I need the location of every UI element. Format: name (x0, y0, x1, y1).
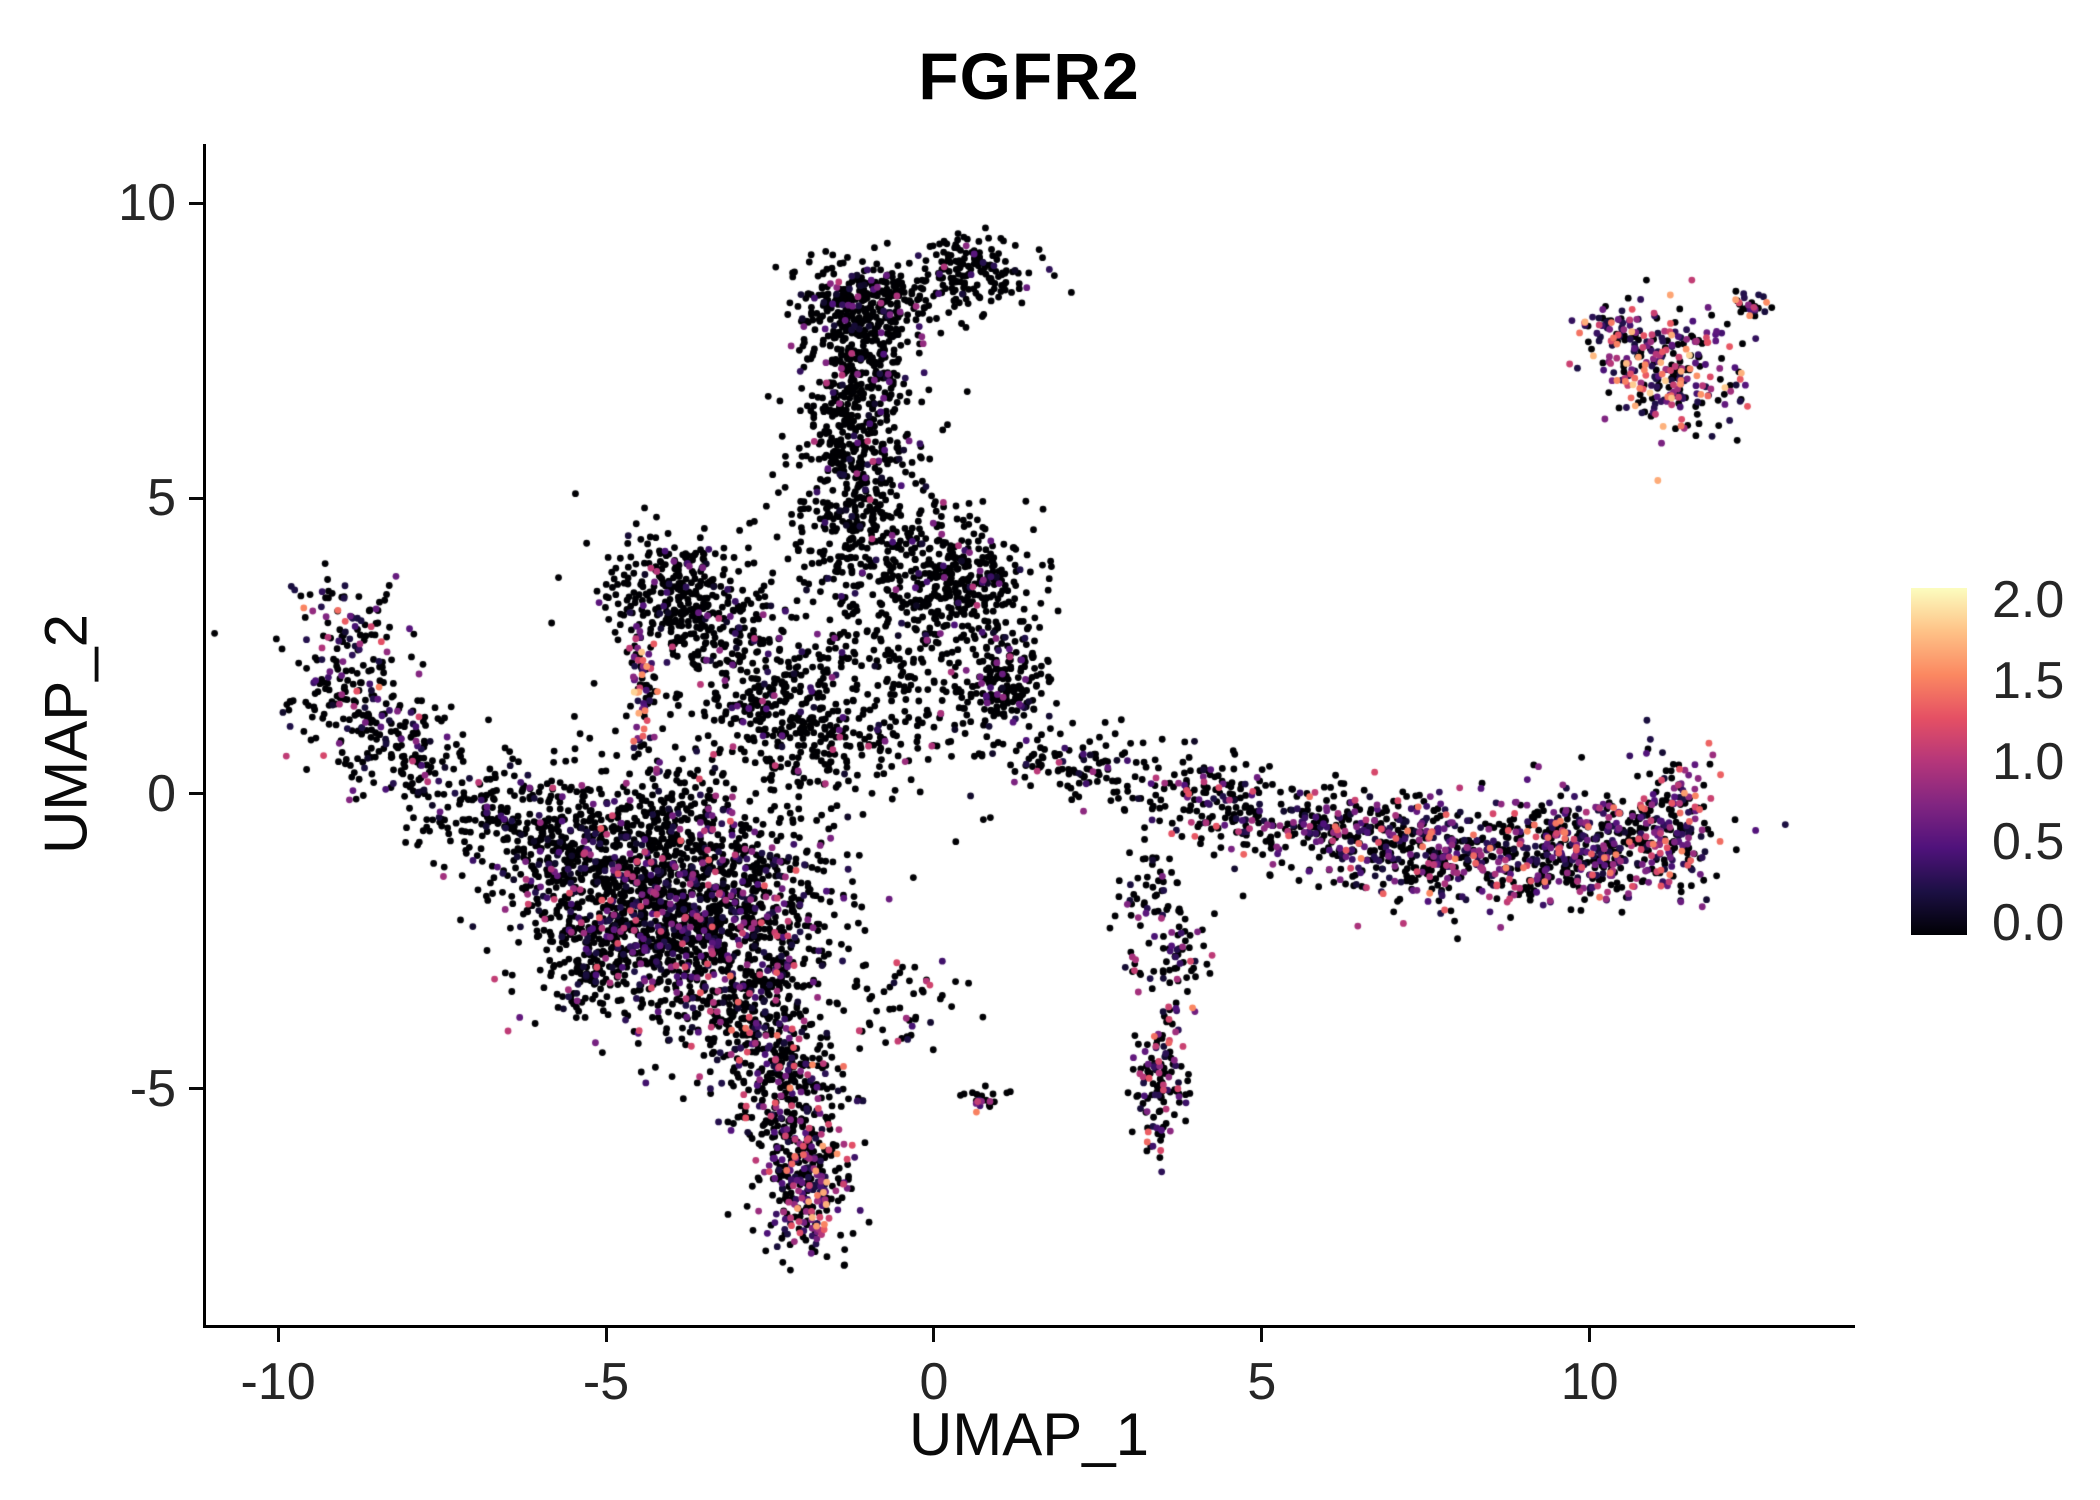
colorbar-tick-label: 0.0 (1992, 894, 2065, 952)
y-axis-line (203, 144, 206, 1328)
x-axis-tick-label: 10 (1560, 1353, 1619, 1411)
colorbar-tick-label: 2.0 (1992, 571, 2065, 629)
y-axis-tick-label: -5 (129, 1059, 176, 1118)
colorbar-tick-label: 1.0 (1992, 732, 2065, 791)
y-axis-tick-label: 10 (118, 174, 176, 233)
y-axis-tick-label: 0 (147, 764, 176, 823)
y-axis-tick-mark (189, 792, 203, 796)
scatter-points-canvas (206, 144, 1852, 1325)
plot-title: FGFR2 (918, 39, 1140, 113)
x-axis-tick-mark (1588, 1328, 1592, 1342)
x-axis-tick-mark (276, 1328, 280, 1342)
colorbar-tick-label: 1.5 (1992, 651, 2065, 710)
colorbar-gradient (1911, 588, 1967, 935)
x-axis-tick-label: -5 (582, 1353, 630, 1411)
x-axis-tick-mark (1260, 1328, 1264, 1342)
y-axis-tick-mark (189, 496, 203, 500)
y-axis-tick-mark (189, 201, 203, 205)
x-axis-tick-label: 5 (1247, 1353, 1277, 1411)
x-axis-tick-label: 0 (919, 1353, 949, 1411)
colorbar-tick-label: 0.5 (1992, 813, 2065, 872)
y-axis-title: UMAP_2 (32, 613, 100, 855)
x-axis-tick-mark (604, 1328, 608, 1342)
y-axis-tick-mark (189, 1087, 203, 1091)
x-axis-tick-mark (932, 1328, 936, 1342)
x-axis-tick-label: -10 (240, 1353, 316, 1411)
y-axis-tick-label: 5 (147, 469, 176, 528)
x-axis-line (203, 1325, 1855, 1328)
x-axis-title: UMAP_1 (908, 1401, 1150, 1468)
